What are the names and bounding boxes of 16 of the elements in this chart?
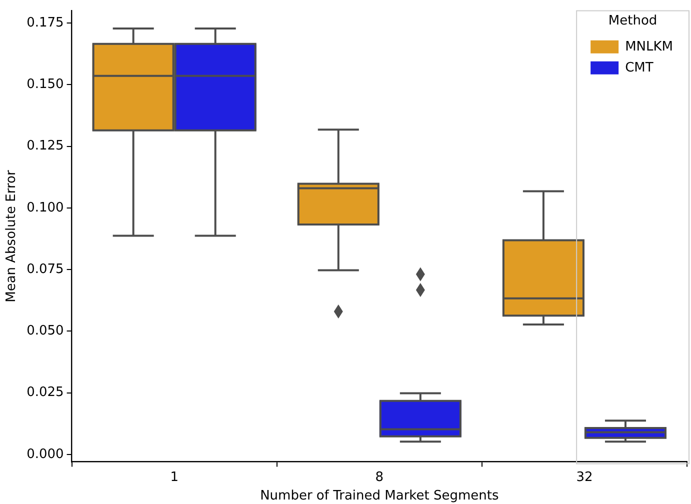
y-tick-label: 0.075	[26, 262, 64, 277]
x-tick-label: 8	[375, 470, 384, 485]
y-tick-label: 0.150	[26, 77, 64, 92]
y-tick-label: 0.025	[26, 385, 64, 400]
legend-title: Method	[608, 14, 658, 29]
x-tick-label: 1	[170, 470, 178, 485]
y-tick-label: 0.175	[26, 15, 64, 30]
y-axis-title: Mean Absolute Error	[4, 170, 20, 302]
y-tick-label: 0.125	[26, 138, 64, 154]
x-tick-label: 32	[576, 470, 593, 485]
y-tick-label: 0.000	[26, 446, 64, 462]
y-tick-label: 0.100	[26, 200, 64, 216]
y-tick-label: 0.050	[26, 324, 64, 339]
legend-label: MNLKM	[625, 39, 674, 54]
legend-label: CMT	[625, 60, 654, 76]
x-axis-title: Number of Trained Market Segments	[260, 488, 499, 504]
